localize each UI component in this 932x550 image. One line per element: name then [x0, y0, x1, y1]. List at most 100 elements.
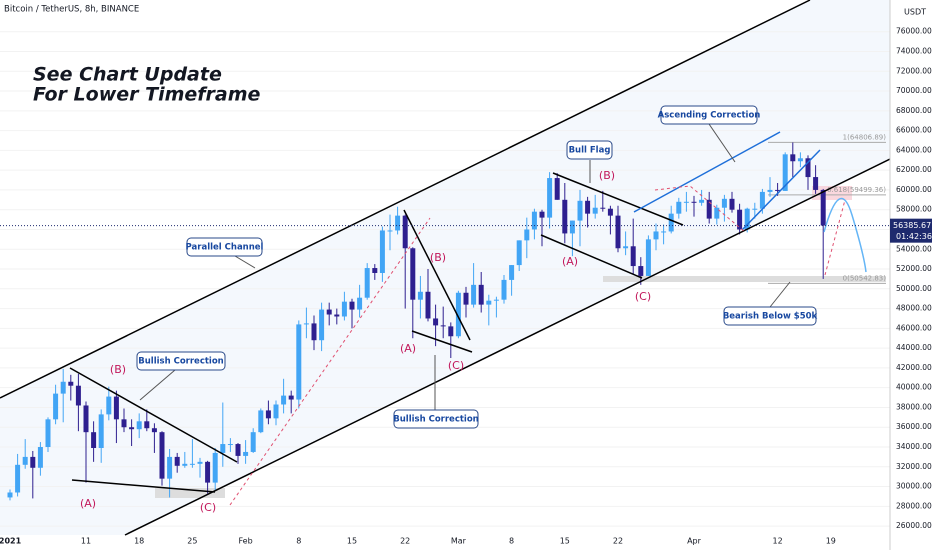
- candle-body: [151, 428, 157, 433]
- candle-body: [653, 231, 659, 240]
- trend-line: [71, 479, 216, 493]
- candle-body: [205, 461, 211, 483]
- y-tick-label: 38000.00: [896, 402, 932, 411]
- candle-body: [501, 279, 507, 300]
- trend-line: [552, 172, 684, 226]
- wave-label: (A): [80, 497, 96, 510]
- candle-body: [106, 396, 112, 415]
- title-bg: [0, 0, 280, 18]
- candle-body: [721, 198, 727, 208]
- candle-body: [144, 421, 150, 429]
- candle-body: [615, 215, 621, 249]
- candle-body: [129, 427, 135, 430]
- candle-body: [767, 189, 773, 192]
- candle-body: [341, 301, 347, 317]
- x-tick-label: Feb: [239, 537, 253, 546]
- candle-body: [448, 326, 454, 337]
- candle-body: [516, 240, 522, 266]
- candle-body: [212, 452, 218, 483]
- candle-body: [493, 299, 499, 301]
- candle-body: [425, 291, 431, 319]
- y-tick-label: 32000.00: [896, 462, 932, 471]
- fib: 1(64806.89) 0.618(59499.36) 0(50542.83): [768, 133, 886, 284]
- candle-body: [30, 456, 36, 468]
- projection: [823, 197, 867, 273]
- x-tick-label: 8: [509, 537, 514, 546]
- candle-body: [577, 200, 583, 221]
- candle-body: [288, 395, 294, 400]
- candle-body: [782, 154, 788, 191]
- candle-body: [539, 211, 545, 218]
- candle-body: [433, 318, 439, 326]
- candle-body: [790, 154, 796, 162]
- candle-body: [303, 323, 309, 325]
- y-tick-label: 64000.00: [896, 145, 932, 154]
- candle-body: [410, 248, 416, 300]
- candle-body: [53, 393, 59, 420]
- y-tick-label: 46000.00: [896, 323, 932, 332]
- candle-body: [311, 323, 317, 341]
- candle-body: [440, 325, 446, 327]
- callout-text: Parallel Channel: [186, 243, 264, 253]
- candle-body: [752, 208, 758, 210]
- drawings: [0, 0, 891, 536]
- candle-body: [7, 492, 13, 498]
- candle-body: [91, 432, 97, 448]
- candle-body: [478, 284, 484, 305]
- candle-body: [174, 456, 180, 466]
- candle-body: [668, 213, 674, 232]
- y-tick-label: 72000.00: [896, 66, 932, 75]
- candle-body: [699, 199, 705, 203]
- candle-body: [797, 158, 803, 162]
- pointer: [234, 255, 256, 269]
- wave-label: (B): [110, 363, 126, 376]
- pointer: [708, 123, 736, 163]
- candle-body: [645, 239, 651, 276]
- candle-body: [37, 447, 43, 468]
- candle-body: [273, 404, 279, 419]
- y-tick-label: 76000.00: [896, 27, 932, 36]
- candle-body: [235, 444, 241, 456]
- candle-body: [759, 191, 765, 209]
- x-tick-label: 18: [134, 537, 144, 546]
- candle-body: [729, 198, 735, 210]
- candle-body: [15, 464, 21, 493]
- callout: [136, 351, 226, 371]
- price-label: 56385.67: [893, 221, 931, 230]
- candle-body: [387, 230, 393, 232]
- y-tick-label: 62000.00: [896, 165, 932, 174]
- wave-label: (A): [562, 255, 578, 268]
- candle-body: [744, 208, 750, 230]
- candle-body: [531, 211, 537, 230]
- candle-body: [661, 231, 667, 233]
- candle-body: [22, 456, 28, 465]
- headline: For Lower Timeframe: [33, 84, 261, 106]
- wave-label: (C): [635, 290, 651, 303]
- callout-text: Bearish Below $50k: [723, 312, 818, 322]
- candle-body: [714, 207, 720, 219]
- candle-body: [547, 178, 553, 218]
- candle-body: [813, 177, 819, 190]
- candle-body: [585, 200, 591, 214]
- candle-body: [75, 385, 81, 406]
- y-tick-label: 44000.00: [896, 343, 932, 352]
- pointer: [139, 369, 176, 401]
- callout-text: Bullish Correction: [138, 357, 223, 367]
- x-tick-label: Mar: [451, 537, 467, 546]
- y-tick-label: 34000.00: [896, 442, 932, 451]
- candle-body: [463, 292, 469, 305]
- y-tick-label: 60000.00: [896, 185, 932, 194]
- candle-body: [136, 421, 142, 430]
- x-tick-label: 12: [773, 537, 783, 546]
- wave-label: (C): [200, 501, 216, 514]
- candle-body: [775, 189, 781, 191]
- x-tick-label: 2021: [0, 537, 22, 546]
- candle-body: [402, 215, 408, 249]
- candle-body: [417, 291, 423, 300]
- candle-body: [167, 456, 173, 479]
- trend-line: [633, 131, 781, 213]
- candle-body: [486, 300, 492, 305]
- wave-label: (A): [400, 342, 416, 355]
- y-tick-label: 30000.00: [896, 482, 932, 491]
- candle-body: [554, 178, 560, 200]
